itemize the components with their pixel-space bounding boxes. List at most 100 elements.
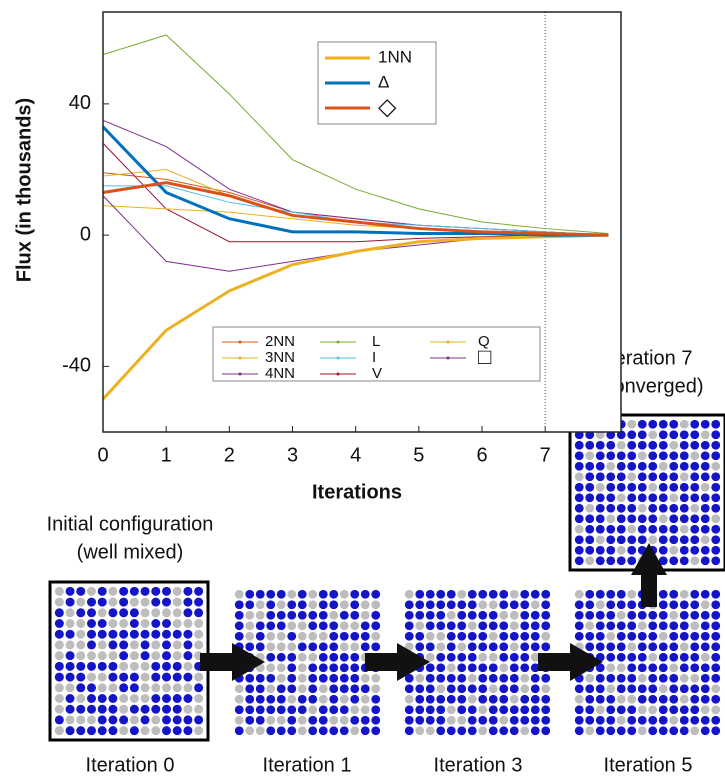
atom	[595, 493, 605, 503]
atom	[627, 621, 637, 631]
atom	[350, 715, 360, 725]
atom	[478, 642, 488, 652]
atom	[648, 684, 658, 694]
atom	[360, 705, 370, 715]
x-tick-label: 1	[161, 444, 172, 466]
atom	[606, 451, 616, 461]
atom	[627, 600, 637, 610]
atom	[669, 535, 679, 545]
atom	[129, 661, 139, 671]
atom	[541, 621, 551, 631]
atom	[245, 600, 255, 610]
atom	[541, 726, 551, 736]
atom	[404, 589, 414, 599]
atom	[255, 694, 265, 704]
atom	[266, 652, 276, 662]
atom	[457, 715, 467, 725]
atom	[669, 684, 679, 694]
atom	[690, 705, 700, 715]
atom	[690, 642, 700, 652]
atom	[700, 514, 710, 524]
atom	[360, 642, 370, 652]
atom	[108, 619, 118, 628]
atom	[65, 715, 75, 725]
legend-label: 4NN	[265, 365, 295, 382]
atom	[606, 705, 616, 715]
atom	[172, 683, 182, 693]
atom	[76, 619, 86, 628]
atom	[658, 673, 668, 683]
atom	[595, 545, 605, 555]
atom	[436, 631, 446, 641]
atom	[404, 705, 414, 715]
atom	[595, 715, 605, 725]
atom	[436, 705, 446, 715]
atom	[76, 608, 86, 618]
atom	[151, 629, 161, 639]
lattice	[48, 580, 210, 742]
atom	[76, 640, 86, 650]
atom	[234, 621, 244, 631]
atom	[183, 629, 193, 639]
atom	[297, 673, 307, 683]
atom	[129, 586, 139, 596]
atom	[700, 642, 710, 652]
legend-marker	[238, 340, 242, 344]
atom	[436, 610, 446, 620]
atom	[457, 694, 467, 704]
atom	[54, 683, 64, 693]
atom	[151, 694, 161, 703]
atom	[658, 482, 668, 492]
atom	[339, 642, 349, 652]
atom	[700, 705, 710, 715]
atom	[360, 600, 370, 610]
atom	[574, 589, 584, 599]
atom	[669, 524, 679, 534]
atom	[585, 600, 595, 610]
atom	[76, 704, 86, 714]
atom	[119, 586, 129, 596]
atom	[595, 514, 605, 524]
atom	[65, 694, 75, 703]
atom	[627, 514, 637, 524]
atom	[129, 640, 139, 650]
atom	[509, 694, 519, 704]
caption: Iteration 5	[604, 754, 693, 776]
atom	[669, 514, 679, 524]
atom	[87, 619, 96, 628]
atom	[276, 663, 286, 673]
atom	[669, 610, 679, 620]
atom	[266, 642, 276, 652]
atom	[297, 684, 307, 694]
atom	[245, 715, 255, 725]
atom	[658, 600, 668, 610]
atom	[627, 663, 637, 673]
atom	[669, 663, 679, 673]
atom	[690, 503, 700, 513]
atom	[488, 673, 498, 683]
atom	[276, 652, 286, 662]
atom	[360, 673, 370, 683]
atom	[318, 663, 328, 673]
atom	[436, 684, 446, 694]
atom	[119, 629, 129, 639]
atom	[266, 621, 276, 631]
atom	[606, 600, 616, 610]
legend-label: 1NN	[378, 47, 412, 66]
atom	[194, 672, 204, 682]
atom	[690, 524, 700, 534]
atom	[499, 642, 509, 652]
atom	[266, 705, 276, 715]
atom	[76, 586, 86, 596]
atom	[162, 683, 171, 693]
atom	[415, 694, 425, 704]
atom	[446, 705, 456, 715]
atom	[119, 715, 129, 725]
atom	[329, 663, 339, 673]
atom	[467, 705, 477, 715]
atom	[97, 608, 107, 618]
atom	[172, 651, 182, 661]
atom	[194, 715, 204, 725]
atom	[97, 597, 107, 607]
atom	[87, 726, 96, 736]
